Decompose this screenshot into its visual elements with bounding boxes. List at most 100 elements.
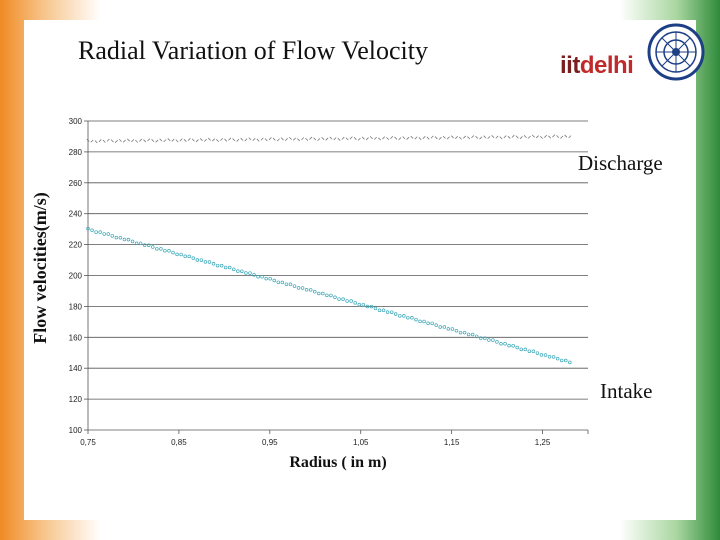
intake-point: [163, 248, 167, 253]
intake-point: [167, 249, 171, 253]
logo-text-iit: iit: [560, 52, 580, 79]
intake-point: [90, 228, 94, 233]
x-tick-labels: 0,75 0,85 0,95 1,05 1,15 1,25: [80, 438, 551, 447]
discharge-point: [203, 138, 207, 142]
discharge-point: [175, 139, 179, 143]
intake-point: [462, 330, 467, 335]
discharge-point: [236, 138, 240, 142]
y-tick-label: 240: [69, 210, 83, 219]
y-tick-label: 140: [69, 364, 83, 373]
intake-point: [130, 239, 135, 244]
iitdelhi-logo: iitdelhi: [560, 52, 634, 80]
y-tick-label: 120: [69, 395, 83, 404]
discharge-point: [155, 139, 159, 143]
discharge-point: [345, 137, 349, 141]
intake-point: [260, 275, 264, 279]
intake-point: [325, 293, 329, 298]
intake-point: [195, 258, 200, 262]
discharge-point: [479, 136, 483, 140]
intake-point: [126, 237, 131, 242]
intake-point: [361, 302, 366, 307]
annotation-discharge: Discharge: [578, 151, 663, 175]
intake-point: [438, 325, 443, 329]
discharge-point: [519, 136, 523, 140]
intake-point: [527, 349, 532, 353]
intake-point: [308, 288, 313, 292]
discharge-point: [167, 138, 171, 142]
intake-point: [317, 291, 321, 296]
discharge-point: [272, 137, 276, 141]
x-tick-label: 1,05: [353, 438, 369, 447]
intake-point: [446, 327, 451, 331]
discharge-point: [475, 135, 479, 139]
discharge-point: [539, 135, 543, 139]
intake-point: [568, 360, 572, 365]
discharge-point: [430, 135, 434, 139]
intake-point: [535, 351, 540, 355]
intake-point: [499, 341, 503, 346]
intake-point: [539, 353, 544, 357]
intake-point: [191, 256, 196, 260]
intake-point: [146, 243, 151, 247]
discharge-point: [212, 138, 215, 142]
x-tick-label: 0,85: [171, 438, 187, 447]
intake-point: [564, 358, 568, 363]
intake-point: [341, 297, 345, 301]
y-tick-label: 260: [69, 179, 83, 188]
intake-point: [365, 304, 370, 309]
intake-point: [199, 258, 204, 262]
intake-point: [543, 353, 548, 357]
discharge-point: [86, 138, 90, 142]
discharge-point: [548, 135, 552, 139]
intake-point: [369, 304, 374, 309]
intake-point: [426, 321, 430, 326]
discharge-point: [402, 136, 406, 140]
discharge-point: [301, 137, 305, 141]
discharge-point: [179, 138, 183, 142]
intake-point: [377, 308, 382, 312]
discharge-point: [187, 137, 191, 141]
discharge-point: [438, 136, 442, 140]
y-tick-label: 160: [69, 333, 83, 342]
intake-point: [288, 282, 293, 287]
discharge-point: [280, 137, 284, 141]
discharge-point: [507, 135, 511, 139]
discharge-point: [183, 139, 187, 142]
intake-point: [495, 340, 499, 344]
discharge-point: [276, 138, 280, 142]
intake-point: [98, 230, 102, 234]
intake-point: [252, 273, 256, 277]
discharge-point: [349, 136, 353, 140]
discharge-point: [329, 136, 333, 140]
discharge-point: [390, 135, 394, 139]
intake-point: [155, 247, 159, 251]
discharge-point: [143, 139, 147, 143]
intake-point: [491, 338, 495, 342]
x-tick-label: 1,15: [444, 438, 460, 447]
discharge-point: [118, 138, 122, 142]
discharge-point: [228, 137, 232, 141]
intake-point: [118, 235, 123, 240]
discharge-point: [199, 138, 203, 142]
intake-point: [551, 355, 556, 359]
discharge-point: [232, 138, 236, 142]
y-tick-label: 180: [69, 302, 83, 311]
discharge-point: [106, 138, 110, 142]
discharge-point: [564, 134, 568, 138]
discharge-point: [293, 137, 296, 141]
discharge-point: [313, 137, 317, 141]
discharge-point: [309, 136, 313, 140]
discharge-point: [90, 139, 94, 143]
discharge-point: [135, 139, 139, 143]
intake-point: [187, 254, 191, 259]
discharge-point: [361, 136, 365, 140]
intake-point: [466, 332, 471, 337]
discharge-point: [503, 135, 507, 139]
y-tick-label: 280: [69, 148, 83, 157]
discharge-point: [139, 138, 143, 142]
discharge-point: [556, 135, 560, 139]
intake-point: [102, 232, 106, 236]
intake-point: [207, 260, 212, 264]
discharge-point: [240, 137, 244, 141]
discharge-point: [151, 138, 155, 142]
